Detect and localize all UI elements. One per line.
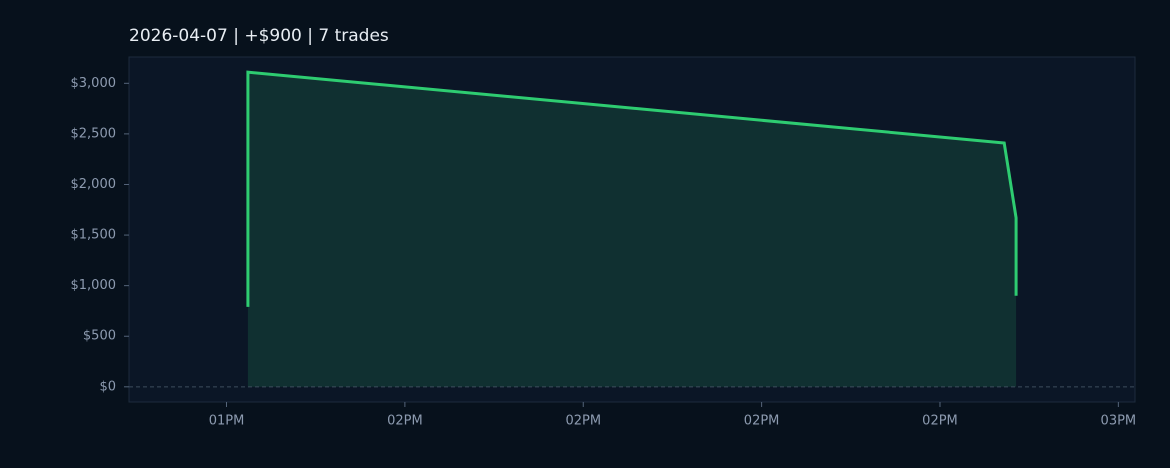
y-tick-label: $2,500 <box>71 126 117 141</box>
y-tick-label: $2,000 <box>71 177 117 192</box>
x-tick-label: 03PM <box>1101 414 1137 429</box>
equity-line <box>246 70 1018 307</box>
x-tick-label: 02PM <box>744 414 780 429</box>
y-tick-label: $1,000 <box>71 278 117 293</box>
area-fill <box>247 72 1017 387</box>
chart-title: 2026-04-07 | +$900 | 7 trades <box>129 26 389 46</box>
y-tick-label: $1,500 <box>71 228 117 243</box>
y-tick-label: $0 <box>99 379 116 394</box>
x-tick-label: 02PM <box>922 414 958 429</box>
x-tick-label: 02PM <box>565 414 601 429</box>
x-tick-label: 02PM <box>387 414 423 429</box>
plot-area <box>128 56 1136 403</box>
y-tick-label: $500 <box>83 329 116 344</box>
y-tick-label: $3,000 <box>71 76 117 91</box>
x-tick-label: 01PM <box>209 414 245 429</box>
